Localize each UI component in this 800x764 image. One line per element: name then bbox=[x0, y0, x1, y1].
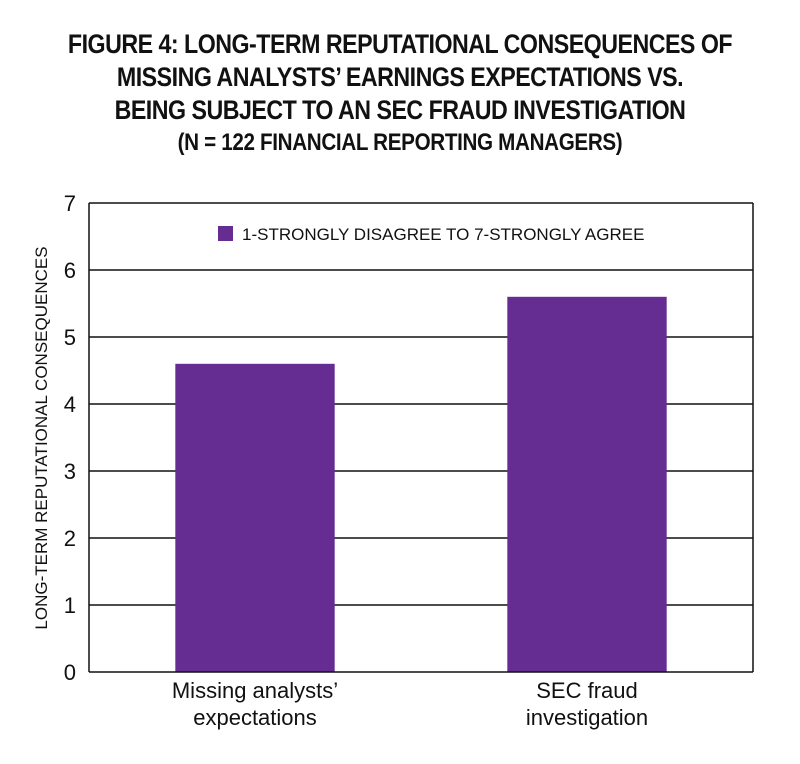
chart-title: FIGURE 4: LONG-TERM REPUTATIONAL CONSEQU… bbox=[0, 28, 800, 158]
title-line-1: FIGURE 4: LONG-TERM REPUTATIONAL CONSEQU… bbox=[67, 29, 733, 59]
y-tick-label: 7 bbox=[64, 191, 76, 216]
bars bbox=[175, 296, 667, 672]
x-category-label: expectations bbox=[193, 705, 317, 730]
axes bbox=[88, 203, 754, 673]
x-category-label: Missing analysts’ bbox=[172, 678, 338, 703]
x-category-label: SEC fraud bbox=[536, 678, 638, 703]
y-tick-label: 4 bbox=[64, 392, 76, 417]
legend-swatch bbox=[218, 226, 233, 241]
bar-0 bbox=[175, 363, 335, 672]
y-tick-label: 5 bbox=[64, 325, 76, 350]
chart-subtitle: (N = 122 FINANCIAL REPORTING MANAGERS) bbox=[177, 129, 623, 156]
y-tick-label: 2 bbox=[64, 526, 76, 551]
y-tick-label: 1 bbox=[64, 593, 76, 618]
x-category-labels: Missing analysts’expectations SEC fraudin… bbox=[172, 678, 648, 730]
x-category-label: investigation bbox=[526, 705, 648, 730]
y-axis-label: LONG-TERM REPUTATIONAL CONSEQUENCES bbox=[32, 246, 51, 629]
title-line-3: BEING SUBJECT TO AN SEC FRAUD INVESTIGAT… bbox=[114, 95, 686, 125]
y-tick-label: 3 bbox=[64, 459, 76, 484]
legend: 1-STRONGLY DISAGREE TO 7-STRONGLY AGREE bbox=[218, 225, 644, 244]
y-tick-label: 0 bbox=[64, 660, 76, 685]
title-line-2: MISSING ANALYSTS’ EARNINGS EXPECTATIONS … bbox=[116, 62, 684, 92]
y-tick-label: 6 bbox=[64, 258, 76, 283]
legend-label: 1-STRONGLY DISAGREE TO 7-STRONGLY AGREE bbox=[242, 225, 644, 244]
bar-1 bbox=[507, 296, 667, 672]
y-tick-labels: 0 1 2 3 4 5 6 7 bbox=[64, 191, 76, 685]
